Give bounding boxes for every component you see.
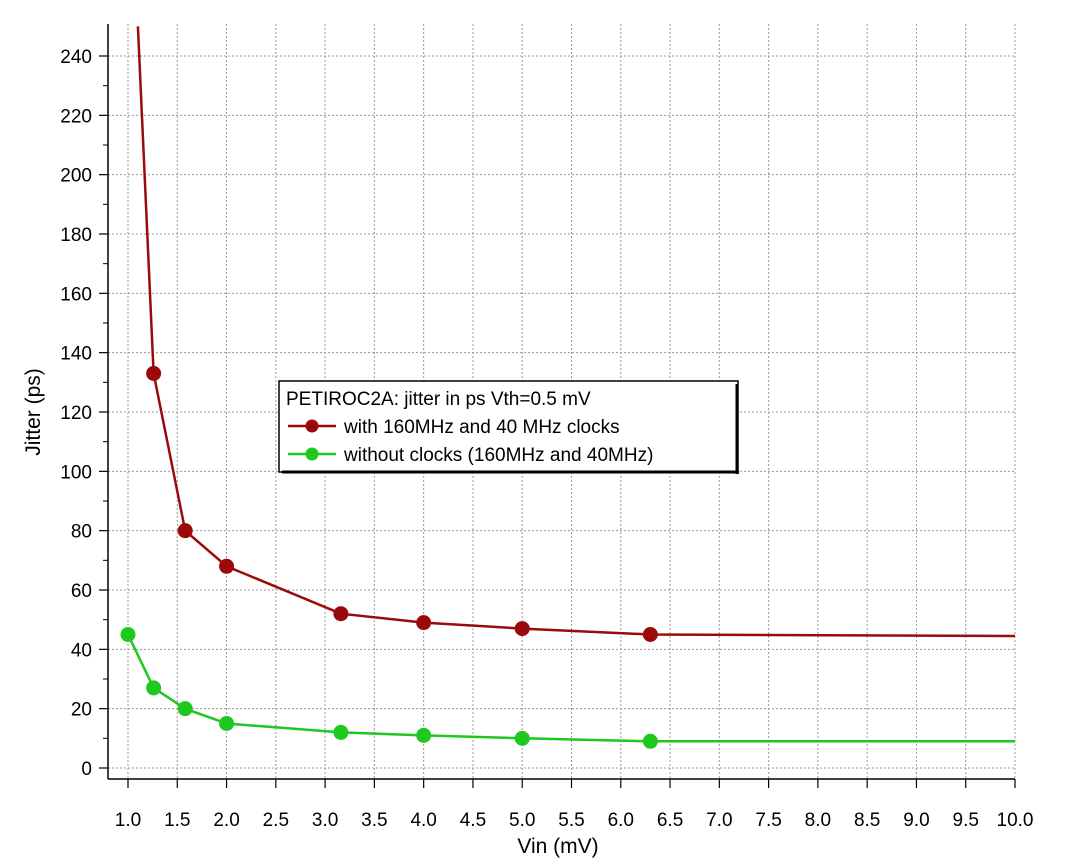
y-tick-label: 120 <box>60 403 92 424</box>
data-point <box>514 621 530 637</box>
x-tick-label: 3.0 <box>312 810 338 831</box>
x-tick-label: 2.0 <box>213 810 239 831</box>
y-tick-label: 200 <box>60 166 92 187</box>
y-tick-label: 80 <box>71 522 92 543</box>
y-tick-label: 240 <box>60 47 92 68</box>
legend: PETIROC2A: jitter in ps Vth=0.5 mV with … <box>278 380 739 474</box>
x-tick-label: 6.5 <box>657 810 683 831</box>
series-line <box>136 26 1016 638</box>
legend-box <box>278 380 739 473</box>
x-tick-label: 5.5 <box>558 810 584 831</box>
legend-swatch-marker <box>305 447 319 461</box>
y-tick-label: 100 <box>60 462 92 483</box>
x-tick-label: 2.5 <box>263 810 289 831</box>
x-tick-label: 8.0 <box>805 810 831 831</box>
x-tick-label: 10.0 <box>997 810 1034 831</box>
y-tick-label: 40 <box>71 640 92 661</box>
data-point <box>333 724 349 740</box>
y-tick-label: 220 <box>60 106 92 127</box>
data-point <box>177 701 193 717</box>
y-tick-label: 60 <box>71 581 92 602</box>
legend-entry-label: with 160MHz and 40 MHz clocks <box>343 417 620 438</box>
data-point <box>642 733 658 749</box>
data-point <box>146 680 162 696</box>
x-tick-label: 9.0 <box>903 810 929 831</box>
x-tick-label: 8.5 <box>854 810 880 831</box>
data-point <box>146 365 162 381</box>
data-point <box>120 627 136 642</box>
data-point <box>514 730 530 746</box>
x-tick-label: 6.0 <box>608 810 634 831</box>
x-tick-label: 3.5 <box>361 810 387 831</box>
y-axis-label: Jitter (ps) <box>22 368 45 456</box>
data-point <box>642 627 658 642</box>
y-tick-label: 20 <box>71 700 92 721</box>
data-point <box>177 523 193 539</box>
legend-title: PETIROC2A: jitter in ps Vth=0.5 mV <box>286 389 591 410</box>
data-point <box>333 606 349 622</box>
x-tick-label: 1.0 <box>115 810 141 831</box>
data-point <box>219 558 235 574</box>
x-tick-label: 9.5 <box>953 810 979 831</box>
data-point <box>416 615 432 631</box>
y-tick-label: 180 <box>60 225 92 246</box>
series-layer <box>120 26 1016 749</box>
x-tick-label: 5.0 <box>509 810 535 831</box>
x-tick-label: 4.0 <box>410 810 436 831</box>
data-point <box>416 727 432 743</box>
y-tick-label: 0 <box>81 759 92 780</box>
data-point <box>219 716 235 731</box>
x-tick-label: 7.0 <box>706 810 732 831</box>
x-tick-label: 1.5 <box>164 810 190 831</box>
legend-swatch-marker <box>305 419 319 433</box>
y-tick-label: 140 <box>60 344 92 365</box>
x-tick-label: 4.5 <box>460 810 486 831</box>
legend-entry-label: without clocks (160MHz and 40MHz) <box>343 445 653 466</box>
y-tick-label: 160 <box>60 284 92 305</box>
x-axis-label: Vin (mV) <box>517 835 598 858</box>
x-tick-label: 7.5 <box>755 810 781 831</box>
axes: 0 20 40 60 80 100 120 140 160 180 200 220 240 1.0 1.5 2… <box>60 24 1033 831</box>
